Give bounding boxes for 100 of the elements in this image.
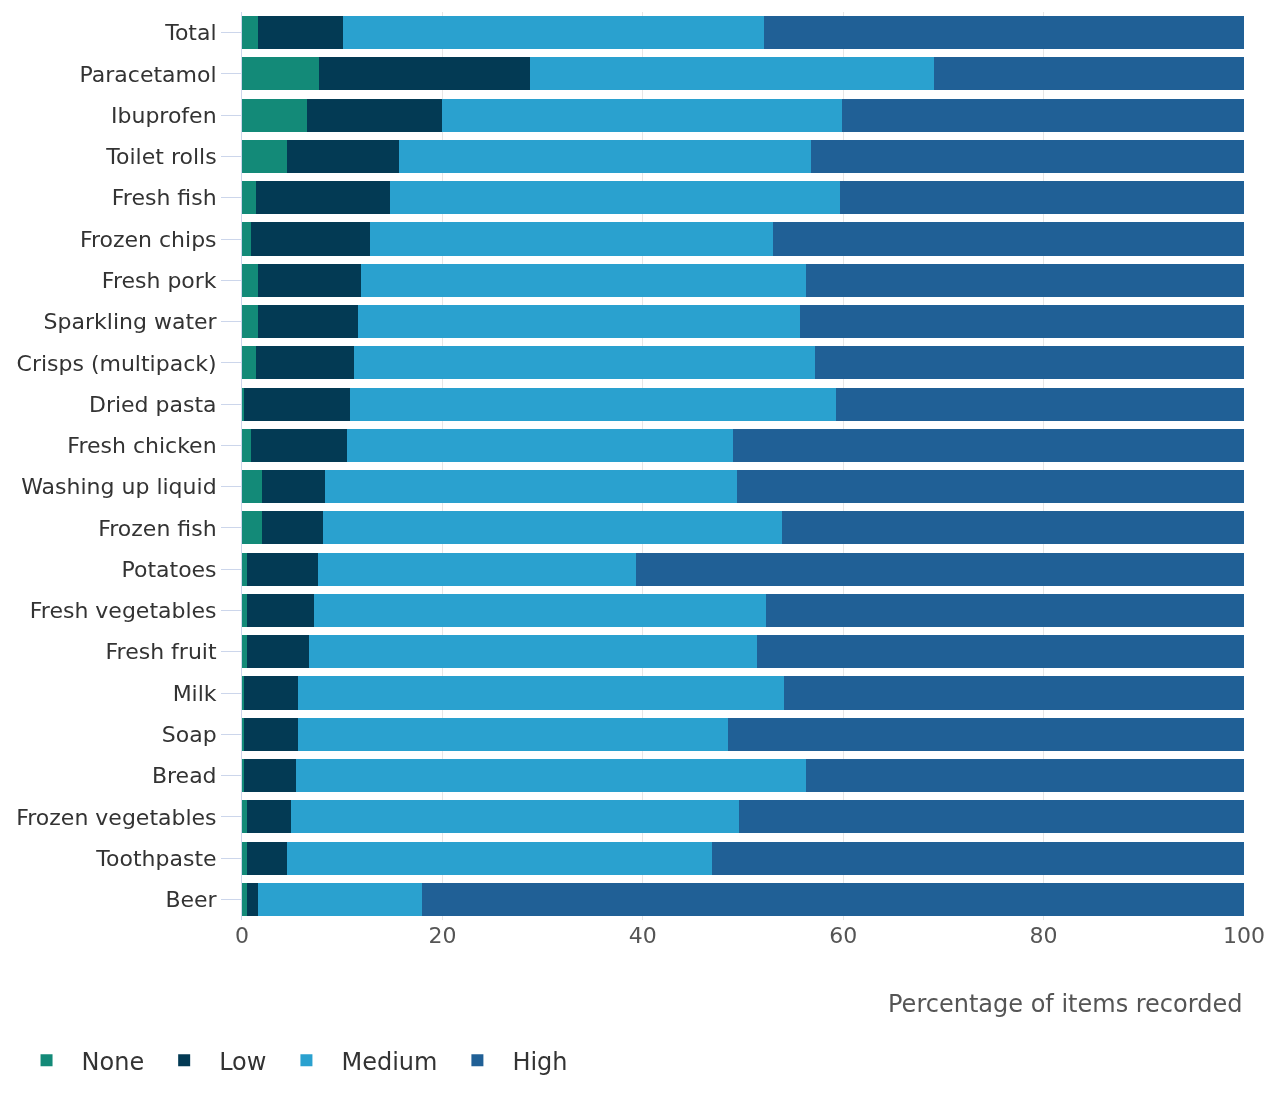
bar bbox=[390, 181, 841, 215]
bar bbox=[399, 139, 812, 173]
y-tick-label: Potatoes bbox=[121, 556, 217, 582]
bar bbox=[354, 346, 816, 380]
y-tick-label: Fresh pork bbox=[101, 267, 217, 293]
bar bbox=[323, 511, 783, 545]
bar bbox=[244, 387, 351, 421]
bar bbox=[242, 139, 288, 173]
y-tick-label: Bread bbox=[151, 763, 217, 789]
bar bbox=[800, 305, 1244, 339]
bar bbox=[258, 305, 359, 339]
y-tick-label: Washing up liquid bbox=[21, 474, 217, 500]
bar bbox=[247, 882, 259, 916]
bar bbox=[247, 593, 315, 627]
bar bbox=[422, 882, 1244, 916]
bar bbox=[307, 98, 443, 132]
bar bbox=[727, 717, 1244, 751]
bar bbox=[318, 552, 636, 586]
bar bbox=[635, 552, 1244, 586]
x-tick-label: 20 bbox=[428, 923, 457, 948]
bar bbox=[370, 222, 774, 256]
bar bbox=[784, 676, 1244, 710]
bar bbox=[314, 593, 767, 627]
x-tick-label: 80 bbox=[1029, 923, 1058, 948]
bar bbox=[262, 511, 324, 545]
y-tick-label: Fresh fish bbox=[111, 185, 217, 211]
bar bbox=[242, 635, 248, 669]
bar bbox=[773, 222, 1244, 256]
y-tick-label: Fresh vegetables bbox=[29, 598, 217, 624]
bar bbox=[247, 841, 288, 875]
bar bbox=[757, 635, 1244, 669]
bar bbox=[256, 181, 391, 215]
bar bbox=[840, 181, 1244, 215]
bar bbox=[242, 305, 259, 339]
bar bbox=[256, 346, 355, 380]
y-tick-label: Paracetamol bbox=[79, 61, 217, 87]
legend-label: None bbox=[81, 1047, 145, 1076]
legend-label: Low bbox=[219, 1047, 267, 1076]
bar bbox=[347, 428, 733, 462]
bar bbox=[298, 717, 728, 751]
bar bbox=[242, 800, 248, 834]
bar bbox=[242, 57, 320, 91]
bar bbox=[242, 346, 257, 380]
bar bbox=[242, 511, 263, 545]
y-tick-label: Frozen chips bbox=[79, 226, 217, 252]
bar bbox=[242, 98, 308, 132]
bar bbox=[319, 57, 530, 91]
y-tick-label: Crisps (multipack) bbox=[16, 350, 217, 376]
bar bbox=[836, 387, 1244, 421]
bar bbox=[251, 222, 371, 256]
bar bbox=[242, 428, 252, 462]
bar bbox=[247, 635, 310, 669]
x-tick-label: 0 bbox=[235, 923, 249, 948]
bar bbox=[247, 800, 292, 834]
y-tick-label: Frozen fish bbox=[98, 515, 217, 541]
x-tick-label: 40 bbox=[628, 923, 657, 948]
bar bbox=[242, 181, 257, 215]
bar bbox=[934, 57, 1244, 91]
legend-label: Medium bbox=[341, 1047, 438, 1076]
bar bbox=[842, 98, 1244, 132]
bar bbox=[258, 882, 423, 916]
bar bbox=[732, 428, 1244, 462]
bar bbox=[258, 16, 344, 50]
bar bbox=[242, 552, 248, 586]
bar bbox=[325, 470, 737, 504]
bar bbox=[242, 16, 259, 50]
y-tick-label: Toilet rolls bbox=[105, 144, 217, 170]
x-axis-title: Percentage of items recorded bbox=[888, 990, 1243, 1018]
bar bbox=[242, 263, 259, 297]
y-tick-label: Fresh fruit bbox=[105, 639, 217, 665]
bar bbox=[247, 552, 319, 586]
bar bbox=[242, 470, 263, 504]
bar bbox=[350, 387, 837, 421]
bar bbox=[529, 57, 935, 91]
bar bbox=[291, 800, 739, 834]
bar bbox=[309, 635, 758, 669]
bar bbox=[806, 759, 1244, 793]
legend-label: High bbox=[512, 1047, 568, 1076]
bar bbox=[815, 346, 1244, 380]
y-tick-label: Frozen vegetables bbox=[16, 804, 217, 830]
bar bbox=[296, 759, 807, 793]
y-tick-label: Fresh chicken bbox=[67, 433, 217, 459]
bar bbox=[343, 16, 765, 50]
y-tick-label: Beer bbox=[165, 887, 218, 913]
y-tick-label: Sparkling water bbox=[43, 309, 218, 335]
x-tick-label: 100 bbox=[1223, 923, 1265, 948]
bar bbox=[442, 98, 843, 132]
bar bbox=[736, 470, 1244, 504]
bar bbox=[361, 263, 807, 297]
x-tick-label: 60 bbox=[829, 923, 858, 948]
y-tick-label: Dried pasta bbox=[88, 391, 217, 417]
bar bbox=[244, 676, 299, 710]
y-tick-label: Soap bbox=[161, 721, 217, 747]
bar bbox=[358, 305, 801, 339]
y-tick-label: Ibuprofen bbox=[110, 102, 217, 128]
bar bbox=[287, 139, 400, 173]
bar bbox=[262, 470, 326, 504]
y-tick-label: Total bbox=[164, 20, 217, 46]
bar bbox=[766, 593, 1244, 627]
bar bbox=[764, 16, 1244, 50]
